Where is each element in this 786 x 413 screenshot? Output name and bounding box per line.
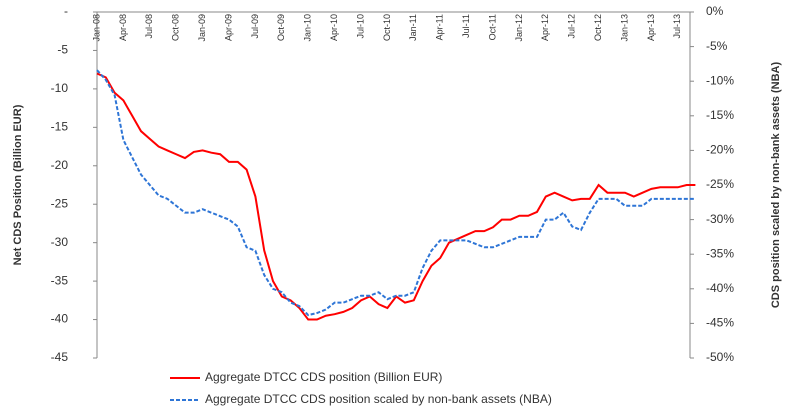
x-tick-label: Jan-12 [514,14,524,42]
y2-tick-label: -10% [706,73,734,87]
y2-tick-label: -35% [706,246,734,260]
x-tick-label: Apr-10 [329,14,339,41]
y2-tick-label: -15% [706,108,734,122]
y-tick-label: -10 [51,81,69,95]
x-tick-label: Apr-12 [540,14,550,41]
y2-tick-label: -25% [706,177,734,191]
legend-label: Aggregate DTCC CDS position scaled by no… [205,392,552,406]
x-tick-label: Jan-11 [408,14,418,41]
y2-tick-label: -20% [706,143,734,157]
x-tick-label: Oct-10 [382,14,392,41]
y-tick-label: -25 [51,196,69,210]
y-tick-label: -5 [57,43,68,57]
y2-tick-label: -45% [706,316,734,330]
x-tick-label: Apr-09 [223,14,233,41]
y-axis-title: Net CDS Position (Billion EUR) [12,104,24,265]
y-tick-label: -40 [51,312,69,326]
x-tick-label: Apr-08 [118,14,128,41]
series-line [96,72,696,321]
series-line [96,69,696,317]
x-tick-label: Apr-13 [646,14,656,41]
x-tick-label: Oct-08 [171,14,181,41]
x-tick-label: Jul-08 [144,14,154,39]
x-tick-label: Jan-13 [619,14,629,42]
x-tick-label: Jan-09 [197,14,207,42]
y2-axis-title: CDS position scaled by non-bank assets (… [770,62,782,309]
y2-tick-label: -5% [706,39,728,53]
y-tick-label: -15 [51,120,69,134]
y2-tick-label: 0% [706,4,724,18]
x-tick-label: Jan-08 [91,14,101,42]
y2-tick-label: -40% [706,281,734,295]
x-tick-label: Jul-10 [355,14,365,39]
x-tick-label: Oct-11 [487,14,497,40]
x-tick-label: Jul-13 [672,14,682,39]
y-tick-label: -45 [51,350,69,364]
y-tick-label: - [64,4,68,18]
x-tick-label: Apr-11 [435,14,445,40]
x-tick-label: Jul-09 [250,14,260,39]
x-tick-label: Oct-12 [593,14,603,41]
y2-tick-label: -50% [706,350,734,364]
y-tick-label: -30 [51,235,69,249]
y-tick-label: -35 [51,273,69,287]
y-tick-label: -20 [51,158,69,172]
legend-label: Aggregate DTCC CDS position (Billion EUR… [205,370,442,384]
x-tick-label: Oct-09 [276,14,286,41]
x-tick-label: Jan-10 [303,14,313,42]
x-tick-label: Jul-12 [567,14,577,39]
y2-tick-label: -30% [706,212,734,226]
x-tick-label: Jul-11 [461,14,471,38]
